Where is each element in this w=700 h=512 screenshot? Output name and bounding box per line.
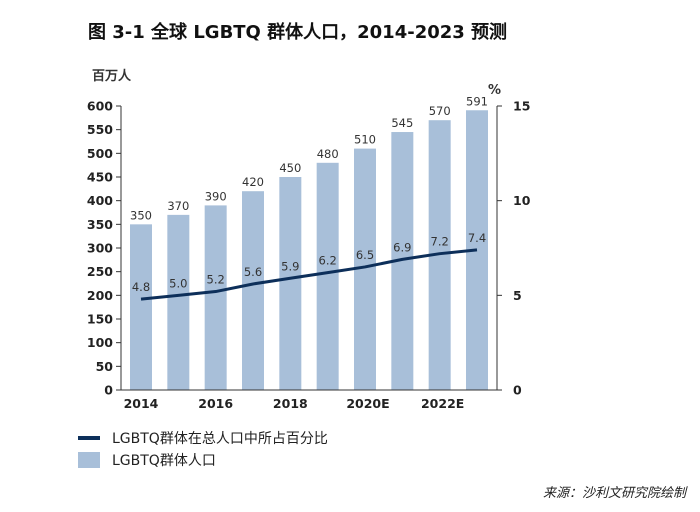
x-tick-label: 2014 (124, 396, 159, 411)
right-tick-label: 0 (513, 383, 522, 398)
left-axis-unit: 百万人 (92, 68, 132, 84)
legend-line-swatch (78, 436, 100, 440)
bar (130, 224, 152, 390)
legend-bar-swatch (78, 452, 100, 468)
right-tick-label: 15 (513, 99, 530, 114)
x-tick-label: 2016 (198, 396, 233, 411)
legend-label: LGBTQ群体在总人口中所占百分比 (112, 431, 328, 447)
chart-title: 图 3-1 全球 LGBTQ 群体人口，2014-2023 预测 (88, 22, 508, 43)
line-data-label: 6.9 (393, 240, 411, 254)
line-data-label: 7.2 (431, 235, 449, 249)
left-tick-label: 350 (87, 217, 113, 232)
x-tick-label: 2018 (273, 396, 308, 411)
line-data-label: 5.0 (169, 276, 187, 290)
left-tick-label: 50 (96, 359, 114, 374)
bar-data-label: 480 (317, 147, 339, 161)
legend-item-line: LGBTQ群体在总人口中所占百分比 (78, 428, 328, 448)
x-tick-label: 2022E (421, 396, 464, 411)
bar (204, 205, 227, 390)
left-tick-label: 600 (87, 99, 113, 114)
source-note: 来源：沙利文研究院绘制 (542, 486, 686, 501)
line-data-label: 5.2 (207, 273, 225, 287)
left-tick-label: 200 (87, 288, 113, 303)
bar-data-label: 570 (429, 104, 451, 118)
line-data-label: 6.2 (319, 254, 337, 268)
right-tick-label: 10 (513, 193, 531, 208)
bar-data-label: 545 (391, 116, 413, 130)
right-tick-label: 5 (513, 288, 522, 303)
bar-data-label: 370 (167, 199, 189, 213)
left-tick-label: 550 (87, 122, 113, 137)
left-tick-label: 250 (87, 264, 113, 279)
bar-data-label: 350 (130, 208, 152, 222)
bar-data-label: 390 (205, 189, 227, 203)
bar (354, 148, 376, 390)
line-data-label: 4.8 (132, 280, 150, 294)
bar (242, 191, 264, 390)
left-tick-label: 400 (87, 193, 113, 208)
x-tick-label: 2020E (346, 396, 389, 411)
percentage-line (140, 248, 478, 301)
left-tick-label: 300 (87, 241, 113, 256)
right-axis-unit: % (488, 83, 501, 98)
bar (391, 132, 414, 391)
bar (167, 214, 190, 390)
bar-data-label: 510 (354, 133, 376, 147)
bar (279, 177, 302, 390)
left-tick-label: 100 (87, 335, 113, 350)
line-data-label: 6.5 (356, 248, 374, 262)
bar-data-label: 420 (242, 175, 264, 189)
legend-item-bar: LGBTQ群体人口 (78, 450, 216, 470)
line-data-label: 7.4 (468, 231, 486, 245)
line-data-label: 5.6 (244, 265, 262, 279)
left-tick-label: 150 (87, 312, 113, 327)
left-tick-label: 450 (87, 170, 113, 185)
legend-label: LGBTQ群体人口 (112, 453, 216, 469)
bar-data-label: 591 (466, 94, 488, 108)
left-tick-label: 0 (104, 383, 113, 398)
left-tick-label: 500 (87, 146, 113, 161)
bar (316, 162, 339, 390)
line-data-label: 5.9 (281, 259, 299, 273)
bar-data-label: 450 (279, 161, 301, 175)
